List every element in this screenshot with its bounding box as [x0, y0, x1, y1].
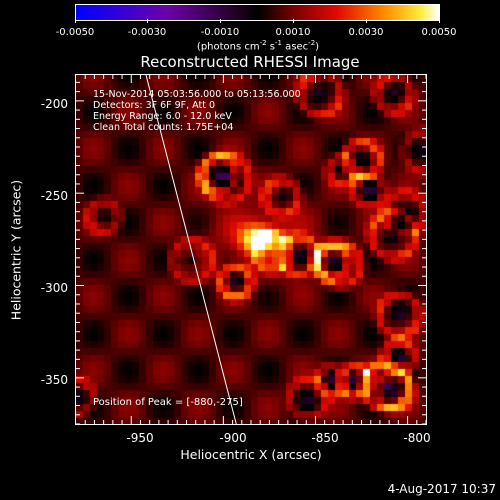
x-tick-label: -800: [403, 431, 431, 445]
y-axis-label: Heliocentric Y (arcsec): [8, 179, 24, 321]
x-axis-label: Heliocentric X (arcsec): [180, 447, 322, 462]
x-tick-label: -950: [126, 431, 154, 445]
plot-timestamp: 4-Aug-2017 10:37: [387, 482, 496, 496]
colorbar-tick-label: 0.0030: [348, 27, 384, 38]
x-tick-label: -900: [219, 431, 247, 445]
info-detectors: Detectors: 3F 6F 9F, Att 0: [93, 100, 216, 111]
y-tick-label: -300: [40, 281, 68, 295]
colorbar-tick-label: -0.0010: [200, 27, 240, 38]
y-ticks-left: [76, 81, 84, 424]
plot-overlay-svg: [76, 75, 426, 424]
y-tick-label: -200: [40, 97, 68, 111]
image-title: Reconstructed RHESSI Image: [140, 53, 360, 71]
info-clean-counts: Clean Total counts: 1.75E+04: [93, 122, 234, 133]
x-ticks-top: [84, 75, 426, 83]
solar-limb-line: [145, 75, 237, 424]
colorbar-gradient: [76, 5, 439, 20]
x-ticks-bottom: [84, 416, 426, 424]
colorbar-tick-label: -0.0030: [127, 27, 167, 38]
colorbar-unit-label: (photons cm-2 s-1 asec-2): [196, 39, 320, 53]
peak-position-label: Position of Peak = [-880,-275]: [93, 397, 243, 408]
colorbar-tick-mark: [220, 19, 221, 23]
rhessi-heatmap: [76, 75, 426, 424]
y-ticks-right: [418, 81, 426, 424]
x-tick-label: -850: [311, 431, 339, 445]
colorbar-tick-label: 0.0050: [421, 27, 457, 38]
colorbar-tick-label: 0.0010: [275, 27, 311, 38]
info-energy-range: Energy Range: 6.0 - 12.0 keV: [93, 111, 232, 122]
info-time-range: 15-Nov-2014 05:03:56.000 to 05:13:56.000: [93, 89, 301, 100]
colorbar: [75, 4, 440, 21]
y-tick-label: -350: [40, 373, 68, 387]
colorbar-tick-mark: [75, 19, 76, 23]
colorbar-tick-mark: [439, 19, 440, 23]
plot-area: [75, 74, 427, 425]
colorbar-tick-mark: [147, 19, 148, 23]
y-tick-label: -250: [40, 189, 68, 203]
colorbar-tick-mark: [293, 19, 294, 23]
colorbar-tick-mark: [366, 19, 367, 23]
colorbar-tick-label: -0.0050: [55, 27, 95, 38]
